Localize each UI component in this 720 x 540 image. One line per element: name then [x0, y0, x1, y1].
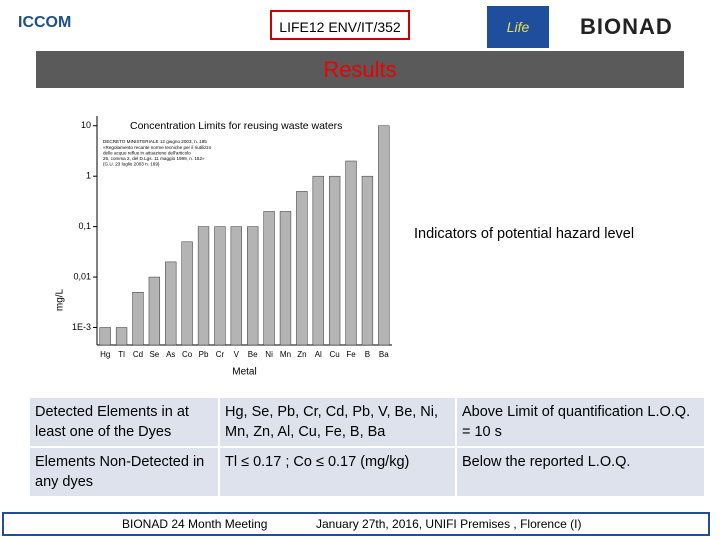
bar: [312, 175, 324, 346]
chart-note: (G.U. 23 luglio 2003 n. 169): [103, 162, 160, 167]
footer-right: January 27th, 2016, UNIFI Premises , Flo…: [316, 517, 582, 531]
x-tick-label: Pb: [199, 350, 209, 359]
x-tick-label: Cu: [330, 350, 340, 359]
bar: [115, 327, 128, 346]
table-row: Elements Non-Detected in any dyes Tl ≤ 0…: [28, 446, 706, 498]
table-cell: Above Limit of quantification L.O.Q. = 1…: [455, 396, 706, 448]
x-tick-label: Cr: [216, 350, 225, 359]
table-cell: Tl ≤ 0.17 ; Co ≤ 0.17 (mg/kg): [218, 446, 457, 498]
bar: [99, 327, 111, 346]
table-cell: Elements Non-Detected in any dyes: [28, 446, 220, 498]
logo-eu: Life: [487, 6, 549, 48]
footer-left: BIONAD 24 Month Meeting: [122, 517, 268, 531]
x-tick-label: Cd: [133, 350, 143, 359]
bar: [378, 125, 390, 346]
x-tick-label: V: [234, 350, 240, 359]
x-tick-label: Fe: [346, 350, 356, 359]
x-tick-label: Se: [149, 350, 159, 359]
bar: [197, 226, 210, 346]
x-tick-label: Zn: [297, 350, 306, 359]
chart-note: «Regolamento recante norme tecniche per …: [103, 145, 212, 150]
bar: [181, 241, 193, 346]
bar: [165, 261, 177, 346]
y-tick-label: 0,1: [78, 221, 91, 231]
x-tick-label: Hg: [100, 350, 110, 359]
bar: [345, 160, 357, 346]
y-tick-label: 10: [81, 120, 91, 130]
section-title: Results: [36, 51, 684, 88]
logo-right: BIONAD: [580, 14, 673, 39]
x-tick-label: Tl: [118, 350, 125, 359]
x-tick-label: Al: [315, 350, 322, 359]
bar: [230, 226, 242, 346]
x-axis-label: Metal: [232, 367, 256, 378]
x-tick-label: As: [166, 350, 175, 359]
chart-note: 26, comma 2, del D.Lgs. 11 maggio 1999, …: [103, 156, 205, 161]
bar: [148, 276, 161, 346]
bar: [132, 292, 144, 346]
y-tick-label: 1E-3: [72, 322, 91, 332]
table-row: Detected Elements in at least one of the…: [28, 396, 706, 448]
logo-left: ICCOM: [18, 14, 72, 31]
x-tick-label: Co: [182, 350, 193, 359]
x-tick-label: Ba: [379, 350, 389, 359]
bar: [296, 191, 308, 346]
annotation: Indicators of potential hazard level: [414, 226, 634, 242]
table-cell: Detected Elements in at least one of the…: [28, 396, 220, 448]
y-tick-label: 0,01: [73, 271, 91, 281]
x-tick-label: B: [365, 350, 370, 359]
y-tick-label: 1: [86, 171, 91, 181]
bar: [214, 226, 226, 346]
project-code: LIFE12 ENV/IT/352: [270, 10, 410, 40]
table-cell: Hg, Se, Pb, Cr, Cd, Pb, V, Be, Ni, Mn, Z…: [218, 396, 457, 448]
table-cell: Below the reported L.O.Q.: [455, 446, 706, 498]
chart-note: delle acque reflue in attuazione dell'ar…: [103, 150, 191, 155]
chart-note: DECRETO MINISTERIALE 12 giugno 2003, n. …: [103, 139, 207, 144]
y-axis-label: mg/L: [55, 288, 66, 311]
footer: BIONAD 24 Month Meeting January 27th, 20…: [2, 512, 710, 536]
results-table: Detected Elements in at least one of the…: [28, 396, 706, 498]
x-tick-label: Mn: [280, 350, 291, 359]
bar: [361, 175, 374, 346]
bar: [279, 211, 292, 346]
chart: Concentration Limits for reusing waste w…: [55, 116, 634, 378]
bar: [263, 211, 275, 346]
x-tick-label: Be: [248, 350, 258, 359]
bar: [247, 226, 259, 346]
chart-title: Concentration Limits for reusing waste w…: [130, 120, 342, 132]
x-tick-label: Ni: [265, 350, 273, 359]
bar: [328, 175, 341, 346]
